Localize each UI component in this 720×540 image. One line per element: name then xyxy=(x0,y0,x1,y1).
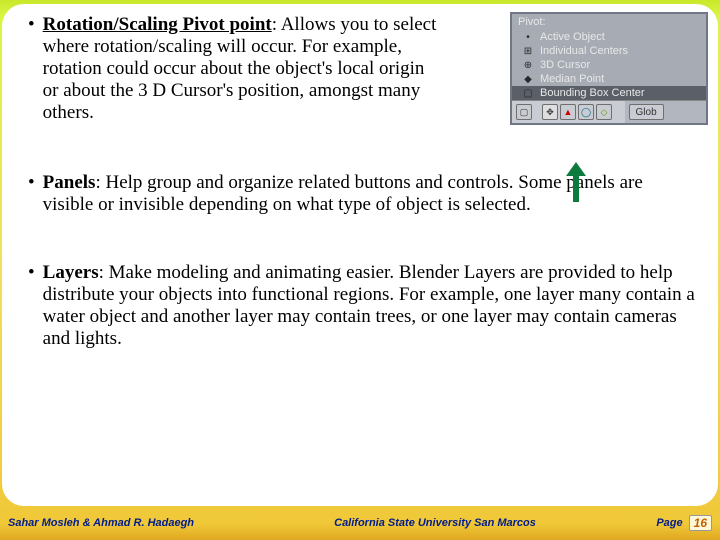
pivot-option-icon: ⊞ xyxy=(522,45,534,57)
bullet-text: Layers: Make modeling and animating easi… xyxy=(43,262,698,350)
pivot-option-label: Individual Centers xyxy=(540,45,628,57)
pivot-menu-item[interactable]: ⊞ Individual Centers xyxy=(512,44,706,58)
orientation-selector[interactable]: Glob xyxy=(629,104,664,120)
bullet-title: Rotation/Scaling Pivot point xyxy=(43,14,272,35)
pivot-menu-screenshot: Pivot: • Active Object ⊞ Individual Centers… xyxy=(510,12,708,125)
bullet-body: : Make modeling and animating easier. Bl… xyxy=(43,262,695,349)
bullet-dot: • xyxy=(28,262,35,350)
content-panel: • Rotation/Scaling Pivot point: Allows y… xyxy=(2,4,718,506)
pivot-option-icon: ◆ xyxy=(522,73,534,85)
toolbar-right: Glob xyxy=(625,100,706,123)
pivot-option-icon: • xyxy=(522,31,534,43)
pivot-option-label: Bounding Box Center xyxy=(540,87,645,99)
bullet-dot: • xyxy=(28,172,35,216)
bullet-title: Layers xyxy=(43,262,99,283)
page-number: 16 xyxy=(689,515,712,531)
pivot-selector-icon[interactable]: ▢ xyxy=(516,104,532,120)
pivot-menu-item[interactable]: ◆ Median Point xyxy=(512,72,706,86)
bullet-body: : Help group and organize related button… xyxy=(43,172,643,215)
rotate-gizmo-icon[interactable]: ◯ xyxy=(578,104,594,120)
footer-authors: Sahar Mosleh & Ahmad R. Hadaegh xyxy=(0,517,240,529)
bullet-text: Rotation/Scaling Pivot point: Allows you… xyxy=(43,14,443,124)
pointer-arrow xyxy=(564,162,588,202)
pivot-menu-title: Pivot: xyxy=(512,14,706,30)
manipulator-toggle-icon[interactable]: ✥ xyxy=(542,104,558,120)
slide: • Rotation/Scaling Pivot point: Allows y… xyxy=(0,0,720,540)
toolbar-left: ▢ ✥ ▲ ◯ ◇ xyxy=(512,100,625,123)
translate-gizmo-icon[interactable]: ▲ xyxy=(560,104,576,120)
pivot-menu-item[interactable]: ⊕ 3D Cursor xyxy=(512,58,706,72)
footer-institution: California State University San Marcos xyxy=(240,517,630,529)
pivot-menu-item[interactable]: • Active Object xyxy=(512,30,706,44)
scale-gizmo-icon[interactable]: ◇ xyxy=(596,104,612,120)
pivot-option-label: Active Object xyxy=(540,31,605,43)
pivot-option-icon: ⊕ xyxy=(522,59,534,71)
pivot-option-label: Median Point xyxy=(540,73,604,85)
page-label: Page xyxy=(656,517,682,529)
bullet-item-panels: • Panels: Help group and organize relate… xyxy=(28,172,698,216)
pivot-option-icon: ▢ xyxy=(522,87,534,99)
pivot-option-label: 3D Cursor xyxy=(540,59,590,71)
bullet-dot: • xyxy=(28,14,35,124)
bullet-text: Panels: Help group and organize related … xyxy=(43,172,698,216)
bullet-item-layers: • Layers: Make modeling and animating ea… xyxy=(28,262,698,350)
footer-page: Page 16 xyxy=(630,515,720,531)
bullet-title: Panels xyxy=(43,172,96,193)
pivot-menu-item[interactable]: ▢ Bounding Box Center xyxy=(512,86,706,100)
slide-footer: Sahar Mosleh & Ahmad R. Hadaegh Californ… xyxy=(0,510,720,536)
